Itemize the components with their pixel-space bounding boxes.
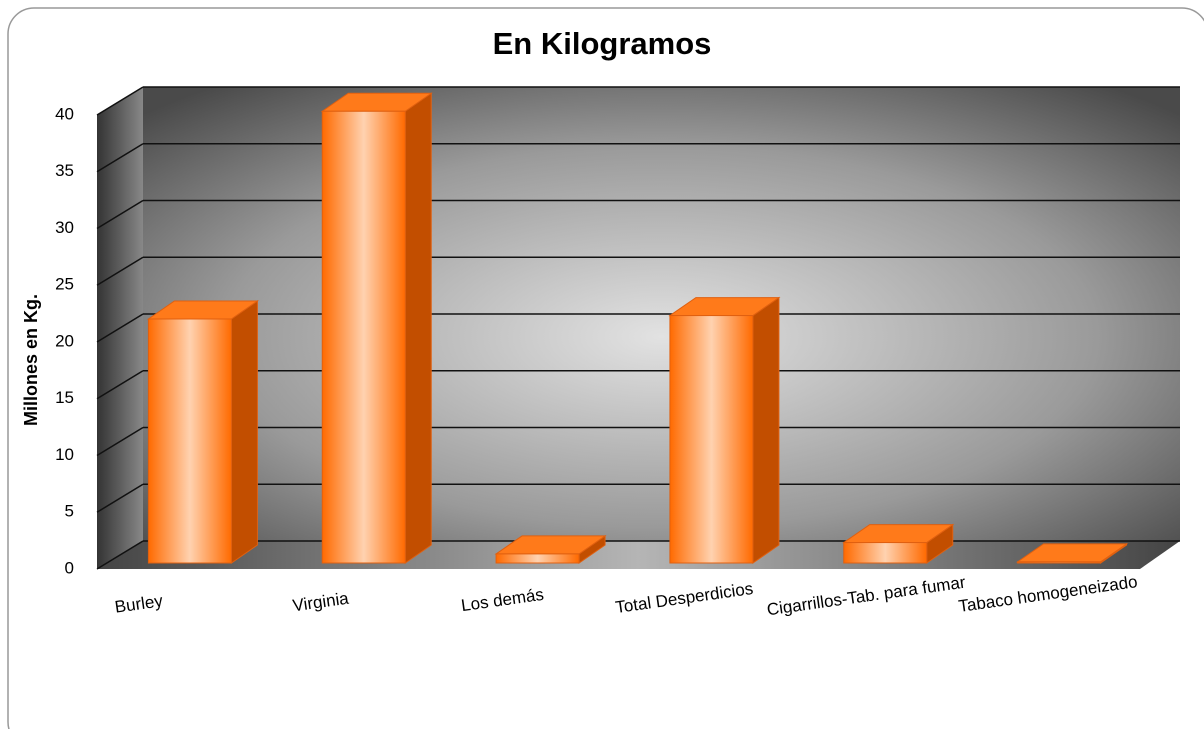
bar-side — [404, 92, 432, 564]
bar — [1015, 542, 1129, 564]
bar-front — [843, 542, 928, 564]
grid-line-side — [96, 426, 144, 457]
y-tick-label: 0 — [65, 558, 74, 577]
grid-line-side — [96, 143, 144, 173]
y-axis-title: Millones en Kg. — [21, 294, 41, 426]
bar-front — [669, 315, 754, 564]
grid-line-side — [96, 86, 144, 116]
grid-line-side — [96, 199, 144, 230]
chart-title: En Kilogramos — [493, 26, 712, 61]
grid-line-side — [96, 540, 144, 570]
floor — [97, 541, 1180, 569]
y-tick-label: 20 — [55, 331, 74, 350]
y-tick-label: 40 — [55, 104, 74, 123]
y-tick-label: 35 — [55, 161, 74, 180]
grid-line-side — [96, 370, 144, 400]
bar — [146, 300, 260, 564]
y-tick-label: 15 — [55, 388, 74, 407]
grid-line-side — [96, 256, 144, 286]
y-tick-label: 30 — [55, 218, 74, 237]
bar-front — [321, 110, 406, 564]
bar — [494, 534, 607, 564]
bar-front — [1017, 561, 1102, 564]
y-tick-label: 10 — [55, 445, 74, 464]
grid-line-side — [96, 313, 144, 343]
y-tick-label: 5 — [65, 502, 74, 521]
y-tick-label: 25 — [55, 275, 74, 294]
bar-front — [147, 318, 232, 564]
bar — [320, 92, 433, 564]
grid-line-side — [96, 483, 144, 513]
bar — [842, 523, 955, 564]
bar-side — [752, 296, 780, 564]
bar — [668, 296, 781, 564]
bar-side — [230, 300, 258, 564]
bar-front — [495, 553, 580, 564]
